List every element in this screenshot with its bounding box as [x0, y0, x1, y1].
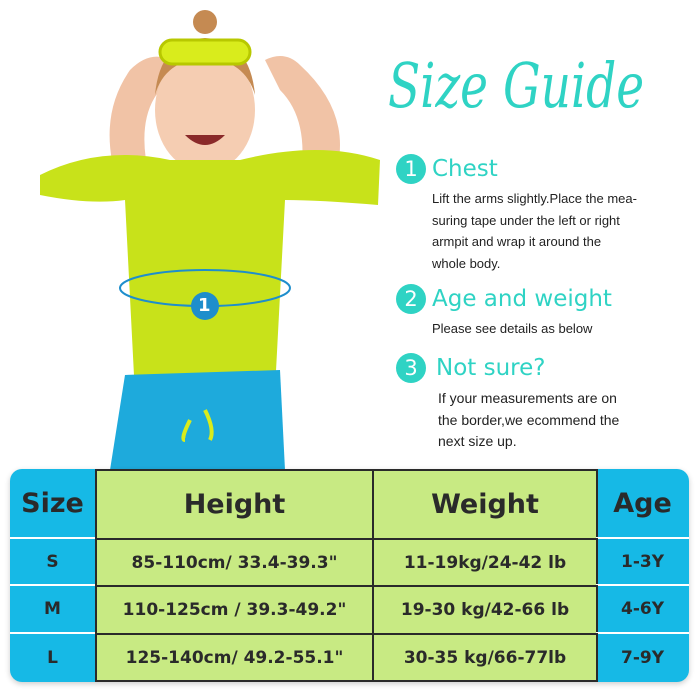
desc-line: suring tape under the left or right: [432, 212, 620, 228]
step-title: Chest: [432, 156, 498, 182]
photo-marker-number: 1: [198, 295, 211, 316]
cell-height: 125-140cm/ 49.2-55.1": [95, 633, 374, 682]
header-size: Size: [10, 469, 95, 539]
cell-weight: 11-19kg/24-42 lb: [372, 538, 598, 587]
step-chest: 1 Chest: [396, 154, 498, 184]
desc-line: If your measurements are on: [438, 390, 617, 406]
step-number: 2: [396, 284, 426, 314]
step-not-sure: 3 Not sure?: [396, 353, 545, 383]
cell-size: L: [47, 648, 58, 668]
cell-height: 110-125cm / 39.3-49.2": [95, 585, 374, 635]
desc-line: Lift the arms slightly.Place the mea-: [432, 191, 637, 206]
size-table: Size Height Weight Age S 85-110cm/ 33.4-…: [10, 469, 689, 682]
header-weight: Weight: [372, 469, 598, 540]
step-age-weight: 2 Age and weight: [396, 284, 612, 314]
child-photo: [40, 10, 380, 470]
marker-badge: [191, 292, 219, 320]
desc-line: armpit and wrap it around the: [432, 234, 602, 249]
cell-age: 4-6Y: [596, 586, 689, 634]
cell-age: 7-9Y: [620, 648, 665, 668]
cell-height: 85-110cm/ 33.4-39.3": [95, 538, 374, 587]
header-age: Age: [596, 469, 689, 539]
step-title: Age and weight: [432, 286, 612, 312]
step-number: 1: [396, 154, 426, 184]
desc-line: next size up.: [438, 433, 517, 449]
step-number: 3: [396, 353, 426, 383]
step-description: Please see details as below: [432, 318, 592, 340]
desc-line: the border,we ecommend the: [438, 411, 620, 428]
desc-line: Please see details as below: [432, 321, 593, 336]
cell-weight: 30-35 kg/66-77lb: [372, 633, 598, 682]
header-height: Height: [95, 469, 374, 540]
step-description: Lift the arms slightly.Place the mea- su…: [432, 188, 637, 274]
page-title: Size Guide: [388, 49, 645, 122]
cell-size: M: [10, 586, 95, 634]
step-description: If your measurements are on the border,w…: [438, 388, 619, 453]
step-title: Not sure?: [436, 355, 546, 381]
desc-line: whole body.: [432, 255, 501, 271]
cell-size: S: [10, 539, 95, 586]
cell-weight: 19-30 kg/42-66 lb: [372, 585, 598, 635]
cell-age: 1-3Y: [596, 539, 689, 586]
